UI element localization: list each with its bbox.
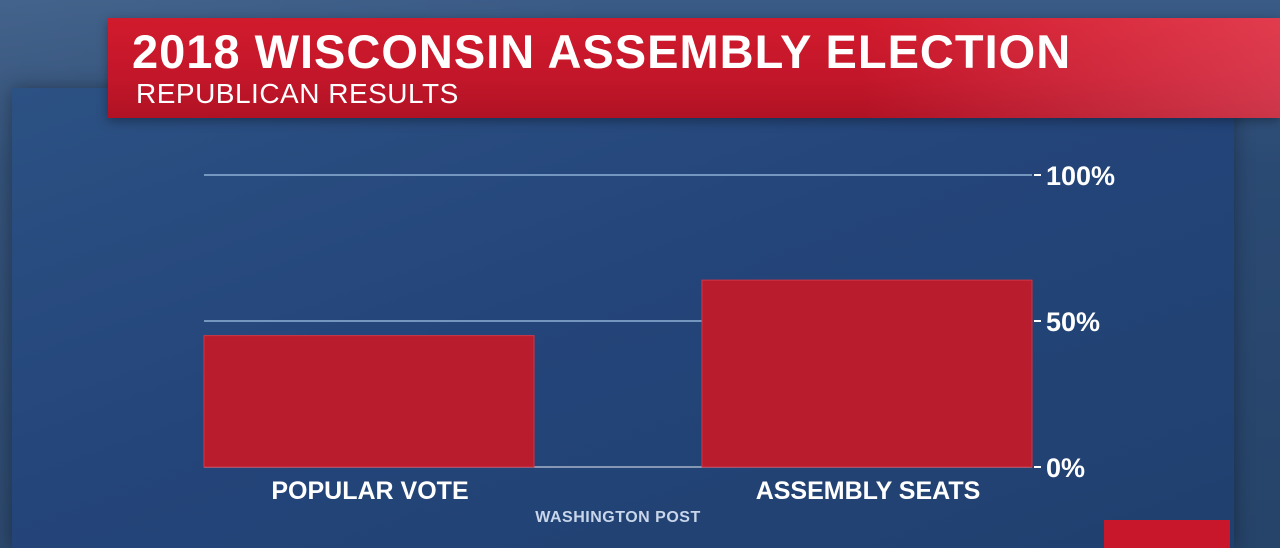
bar-popular-vote (203, 335, 535, 468)
y-tick-label: 0% (1046, 453, 1085, 483)
chart-title: 2018 WISCONSIN ASSEMBLY ELECTION (132, 25, 1072, 78)
corner-tab (1104, 520, 1230, 548)
source-credit: WASHINGTON POST (535, 509, 701, 526)
y-tick-label: 100% (1046, 161, 1115, 191)
category-label: ASSEMBLY SEATS (756, 477, 981, 505)
title-banner: 2018 WISCONSIN ASSEMBLY ELECTION REPUBLI… (108, 18, 1280, 118)
chart-subtitle: REPUBLICAN RESULTS (136, 78, 459, 109)
y-tick-label: 50% (1046, 307, 1100, 337)
category-label: POPULAR VOTE (271, 477, 468, 505)
bar-assembly-seats (701, 279, 1033, 468)
